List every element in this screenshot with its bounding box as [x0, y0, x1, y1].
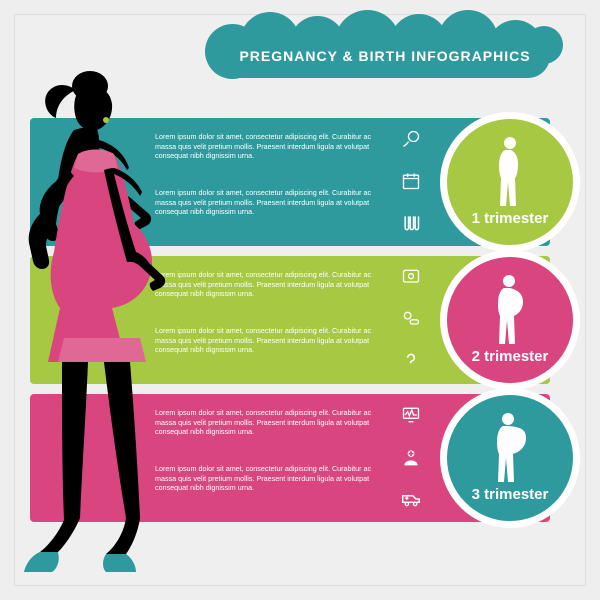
badge-trimester-2: 2 trimester [440, 250, 580, 390]
question-icon [400, 350, 422, 372]
ultrasound-icon [400, 266, 422, 288]
band-1-icons [396, 128, 426, 234]
band-2-icons [396, 266, 426, 372]
tubes-icon [400, 212, 422, 234]
badge-trimester-1: 1 trimester [440, 112, 580, 252]
main-silhouette [18, 68, 198, 576]
sperm-egg-icon [400, 128, 422, 150]
badge-2-label: 2 trimester [472, 348, 549, 365]
silhouette-2-icon [487, 272, 533, 348]
badge-3-label: 3 trimester [472, 486, 549, 503]
silhouette-1-icon [487, 134, 533, 210]
calendar-icon [400, 170, 422, 192]
title-cloud: PREGNANCY & BIRTH INFOGRAPHICS [200, 12, 560, 92]
silhouette-3-icon [487, 410, 533, 486]
page-title: PREGNANCY & BIRTH INFOGRAPHICS [220, 34, 550, 78]
monitor-icon [400, 404, 422, 426]
badge-trimester-3: 3 trimester [440, 388, 580, 528]
nurse-icon [400, 446, 422, 468]
badge-1-label: 1 trimester [472, 210, 549, 227]
band-3-icons [396, 404, 426, 510]
ambulance-icon [400, 488, 422, 510]
pills-icon [400, 308, 422, 330]
